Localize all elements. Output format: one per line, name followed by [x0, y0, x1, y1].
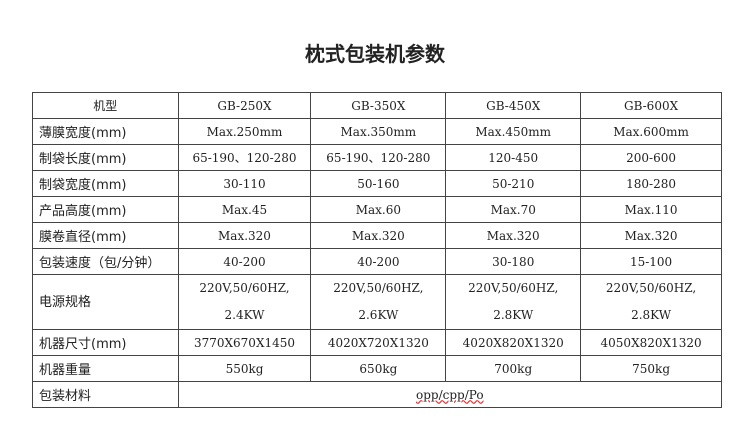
cell-value: 50-160 [310, 170, 447, 197]
cell-value: 550kg [177, 355, 312, 382]
page-title: 枕式包装机参数 [305, 42, 445, 66]
cell-value: Max.320 [177, 222, 312, 249]
table-row: 机器尺寸(mm) 3770X670X1450 4020X720X1320 4020X8… [32, 329, 722, 356]
cell-value: Max.110 [580, 196, 722, 223]
cell-value: Max.60 [310, 196, 447, 223]
cell-value: 40-200 [310, 248, 447, 275]
cell-value: 15-100 [580, 248, 722, 275]
row-label: 制袋宽度(mm) [32, 170, 179, 197]
power-line2: 2.4KW [224, 308, 265, 322]
power-line2: 2.8KW [631, 308, 672, 322]
row-label: 电源规格 [32, 274, 179, 330]
row-label: 产品高度(mm) [32, 196, 179, 223]
table-row: 膜卷直径(mm) Max.320 Max.320 Max.320 Max.320 [32, 222, 722, 249]
power-row: 电源规格 220V,50/60HZ, 2.4KW 220V,50/60HZ, 2.6KW… [32, 274, 722, 330]
cell-value: 30-110 [177, 170, 312, 197]
power-line2: 2.8KW [493, 308, 534, 322]
cell-value: Max.450mm [445, 118, 582, 145]
table-row: 制袋宽度(mm) 30-110 50-160 50-210 180-280 [32, 170, 722, 197]
model-header: GB-600X [580, 92, 722, 119]
cell-value: 3770X670X1450 [177, 329, 312, 356]
material-value-cell: opp/cpp/Po [177, 381, 723, 408]
row-label: 机器尺寸(mm) [32, 329, 179, 356]
spec-table: 机型 GB-250X GB-350X GB-450X GB-600X 薄膜宽度(mm) Ma… [32, 92, 723, 408]
cell-value: 200-600 [580, 144, 722, 171]
cell-value: Max.320 [310, 222, 447, 249]
cell-value: Max.350mm [310, 118, 447, 145]
cell-value: Max.600mm [580, 118, 722, 145]
power-line1: 220V,50/60HZ, [199, 281, 290, 295]
power-value: 220V,50/60HZ, 2.4KW [177, 274, 312, 330]
header-label: 机型 [32, 92, 179, 119]
cell-value: 50-210 [445, 170, 582, 197]
material-row: 包装材料 opp/cpp/Po [32, 381, 723, 408]
power-line2: 2.6KW [358, 308, 399, 322]
power-value: 220V,50/60HZ, 2.6KW [310, 274, 447, 330]
row-label: 薄膜宽度(mm) [32, 118, 179, 145]
cell-value: 65-190、120-280 [177, 144, 312, 171]
cell-value: 750kg [580, 355, 722, 382]
row-label: 膜卷直径(mm) [32, 222, 179, 249]
cell-value: 4020X720X1320 [310, 329, 447, 356]
row-label: 包装速度（包/分钟） [32, 248, 179, 275]
cell-value: Max.320 [580, 222, 722, 249]
cell-value: Max.45 [177, 196, 312, 223]
cell-value: 4020X820X1320 [445, 329, 582, 356]
table-row: 制袋长度(mm) 65-190、120-280 65-190、120-280 120-… [32, 144, 722, 171]
cell-value: 65-190、120-280 [310, 144, 447, 171]
cell-value: 700kg [445, 355, 582, 382]
model-header: GB-250X [177, 92, 312, 119]
cell-value: 180-280 [580, 170, 722, 197]
cell-value: 40-200 [177, 248, 312, 275]
cell-value: 30-180 [445, 248, 582, 275]
cell-value: Max.250mm [177, 118, 312, 145]
power-value: 220V,50/60HZ, 2.8KW [580, 274, 722, 330]
cell-value: 650kg [310, 355, 447, 382]
table-row: 产品高度(mm) Max.45 Max.60 Max.70 Max.110 [32, 196, 722, 223]
cell-value: 4050X820X1320 [580, 329, 722, 356]
cell-value: Max.320 [445, 222, 582, 249]
row-label: 制袋长度(mm) [32, 144, 179, 171]
table-row: 包装速度（包/分钟） 40-200 40-200 30-180 15-100 [32, 248, 722, 275]
cell-value: Max.70 [445, 196, 582, 223]
cell-value: 120-450 [445, 144, 582, 171]
power-line1: 220V,50/60HZ, [605, 281, 697, 295]
row-label: 包装材料 [32, 381, 179, 408]
power-value: 220V,50/60HZ, 2.8KW [445, 274, 582, 330]
header-row: 机型 GB-250X GB-350X GB-450X GB-600X [32, 92, 722, 119]
model-header: GB-350X [310, 92, 447, 119]
row-label: 机器重量 [32, 355, 179, 382]
material-value: opp/cpp/Po [415, 387, 484, 402]
power-line1: 220V,50/60HZ, [468, 281, 559, 295]
power-line1: 220V,50/60HZ, [333, 281, 424, 295]
model-header: GB-450X [445, 92, 582, 119]
table-row: 机器重量 550kg 650kg 700kg 750kg [32, 355, 722, 382]
table-row: 薄膜宽度(mm) Max.250mm Max.350mm Max.450mm Max.6… [32, 118, 722, 145]
